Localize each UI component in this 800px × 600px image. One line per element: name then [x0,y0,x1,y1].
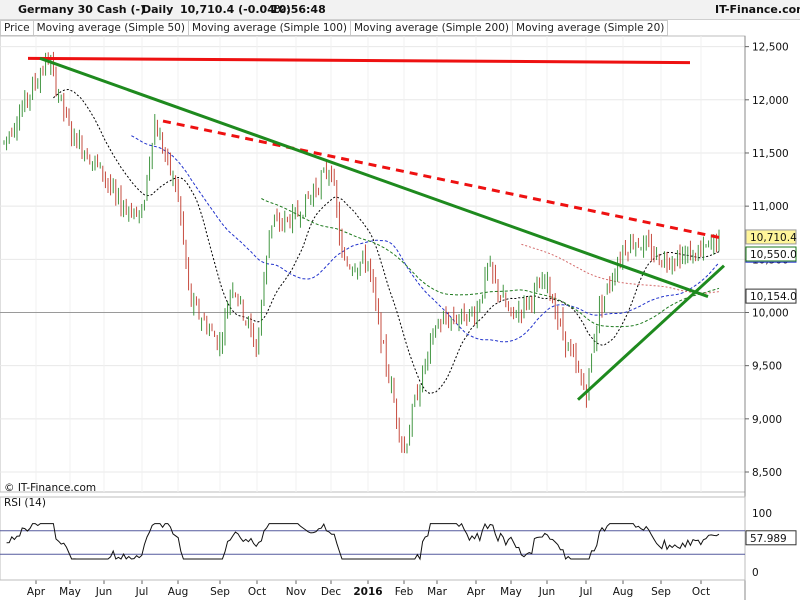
x-tick-label: Jun [95,586,112,598]
x-tick-label: Dec [321,586,342,598]
sma100-value-tag: 10,154.0 [750,291,797,303]
trendlines [27,56,726,401]
x-tick-label: Jul [579,586,593,598]
y-tick-label: 8,500 [752,467,782,479]
moving-average-lines [53,88,720,395]
x-tick-label: Apr [467,586,486,598]
x-tick-label: Feb [395,586,414,598]
x-tick-label: Sep [651,586,671,598]
last-price-tag: 10,710.4 [750,232,797,244]
rsi-plot-area [0,496,746,581]
x-tick-label: May [500,586,522,598]
red-resistance-line [27,56,691,65]
y-tick-label: 12,500 [752,42,789,54]
y-tick-label: 9,000 [752,414,782,426]
ma-line [131,135,720,343]
price-candles [3,51,720,454]
price-y-axis: 8,5009,0009,50010,00010,50011,00011,5001… [744,36,797,600]
rsi-panel: 0 100 57.989 [0,496,797,581]
green-downtrend-line [39,56,709,298]
watermark: © IT-Finance.com [4,482,96,494]
x-tick-label: 2016 [353,586,382,598]
time-x-axis: Apr May Jun Jul Aug Sep Oct Nov Dec 2016 Feb Mar Apr… [0,579,745,598]
instrument-name: Germany 30 Cash (-) [18,3,146,16]
last-price-tag-box [745,229,797,245]
rsi-value-tag: 57.989 [750,533,787,545]
x-tick-label: Apr [27,586,46,598]
green-uptrend-line [576,264,726,401]
chart-grid [0,35,746,493]
x-tick-label: May [59,586,81,598]
rsi-line [6,522,720,561]
ma-line [521,243,720,294]
y-tick-label: 12,000 [752,95,789,107]
x-tick-label: Oct [248,586,266,598]
plot-area [0,35,746,493]
rsi-y-tick-label: 100 [752,508,772,520]
rsi-y-tick-label: 0 [752,567,759,579]
red-dashed-trendline [162,119,723,240]
x-tick-label: Jun [538,586,555,598]
x-tick-label: Sep [210,586,230,598]
x-tick-label: Mar [427,586,447,598]
brand-label: IT-Finance.com [715,3,800,16]
x-tick-label: Aug [168,586,189,598]
period-label: Daily [142,3,174,16]
y-tick-label: 11,000 [752,201,789,213]
y-tick-label: 9,500 [752,361,782,373]
ma-line [53,88,720,395]
sma200-value-tag: 10,550.0 [750,249,797,261]
quote-label: 10,710.4 (-0.04%) [180,3,291,16]
rsi-title: RSI (14) [4,497,46,509]
x-tick-label: Aug [613,586,634,598]
chart-header: Germany 30 Cash (-) Daily 10,710.4 (-0.0… [0,0,800,20]
y-tick-label: 10,000 [752,307,789,319]
x-tick-label: Oct [692,586,710,598]
sma100-value-tag-box [745,288,797,304]
sma200-value-tag-box [745,246,797,262]
ma-line [261,198,720,328]
x-tick-label: Nov [286,586,307,598]
x-tick-label: Jul [135,586,149,598]
time-label: 10:56:48 [271,3,326,16]
rsi-value-box [745,530,797,546]
y-tick-label: 11,500 [752,148,789,160]
